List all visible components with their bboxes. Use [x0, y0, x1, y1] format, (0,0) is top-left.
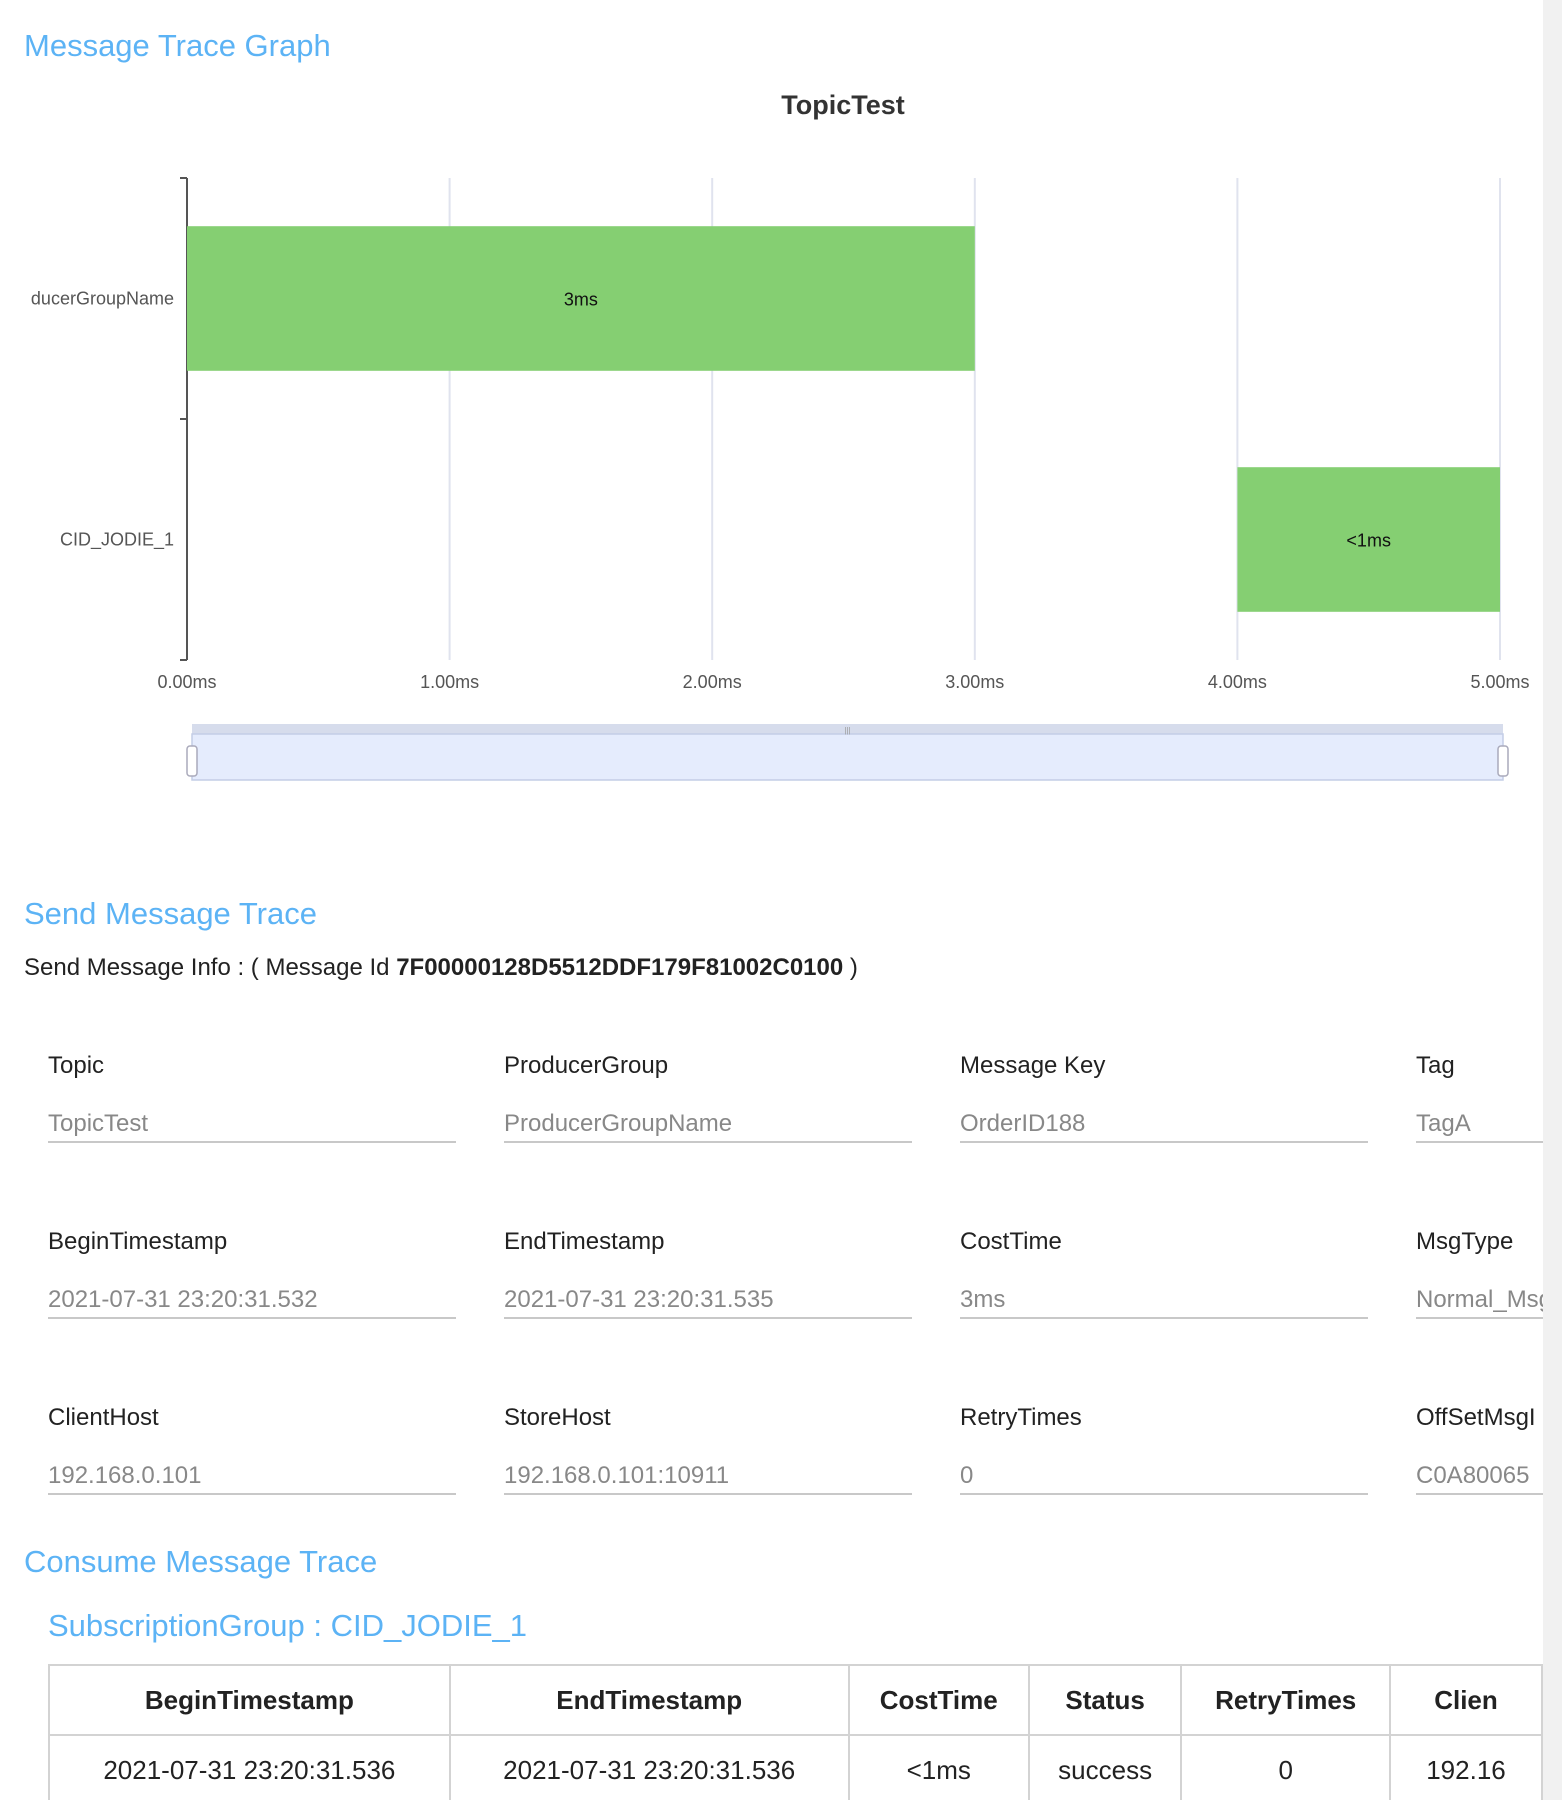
table-header-row: BeginTimestamp EndTimestamp CostTime Status… — [48, 1664, 1543, 1736]
field-clienthost: ClientHost 192.168.0.101 — [48, 1404, 456, 1495]
subscription-group-title: SubscriptionGroup : CID_JODIE_1 — [48, 1608, 527, 1643]
field-label: RetryTimes — [960, 1404, 1082, 1431]
field-topic: Topic TopicTest — [48, 1052, 456, 1143]
field-producergroup: ProducerGroup ProducerGroupName — [504, 1052, 912, 1143]
field-underline — [504, 1493, 912, 1495]
column-header: BeginTimestamp — [48, 1664, 451, 1736]
field-underline — [48, 1317, 456, 1319]
column-header: Status — [1027, 1664, 1183, 1736]
column-header: EndTimestamp — [448, 1664, 850, 1736]
field-underline — [960, 1493, 1368, 1495]
trace-chart: TopicTest 0.00ms 1.00ms 2.00ms 3.00ms 4.00ms 5… — [31, 90, 1530, 781]
consume-trace-table: BeginTimestamp EndTimestamp CostTime Status… — [48, 1664, 1543, 1800]
field-label: Topic — [48, 1052, 105, 1079]
field-underline — [960, 1141, 1368, 1143]
send-info-suffix: ) — [843, 954, 858, 981]
field-value[interactable]: 192.168.0.101 — [48, 1462, 202, 1489]
field-underline — [1416, 1141, 1543, 1143]
x-tick-label: 2.00ms — [683, 672, 742, 692]
datazoom-left-handle[interactable] — [186, 745, 198, 777]
y-category-label: CID_JODIE_1 — [60, 530, 174, 551]
field-underline — [1416, 1493, 1543, 1495]
field-value[interactable]: OrderID188 — [960, 1110, 1086, 1137]
column-header: CostTime — [847, 1664, 1030, 1736]
table-cell: 192.16 — [1388, 1734, 1543, 1800]
field-storehost: StoreHost 192.168.0.101:10911 — [504, 1404, 912, 1495]
field-underline — [48, 1493, 456, 1495]
datazoom-track — [192, 724, 1503, 734]
field-value[interactable]: ProducerGroupName — [504, 1110, 733, 1137]
message-trace-graph-heading: Message Trace Graph — [24, 28, 331, 63]
field-begintimestamp: BeginTimestamp 2021-07-31 23:20:31.532 — [48, 1228, 456, 1319]
field-costtime: CostTime 3ms — [960, 1228, 1368, 1319]
field-label: EndTimestamp — [504, 1228, 665, 1255]
field-label: MsgType — [1416, 1228, 1514, 1255]
field-retrytimes: RetryTimes 0 — [960, 1404, 1368, 1495]
field-value[interactable]: 192.168.0.101:10911 — [504, 1462, 730, 1489]
field-value[interactable]: C0A80065 — [1416, 1462, 1530, 1489]
field-underline — [1416, 1317, 1543, 1319]
field-value[interactable]: Normal_Msg — [1416, 1286, 1543, 1313]
bar-label: 3ms — [564, 290, 598, 310]
table-cell: success — [1027, 1734, 1183, 1800]
field-value[interactable]: 0 — [960, 1462, 974, 1489]
field-value[interactable]: 3ms — [960, 1286, 1006, 1313]
field-underline — [504, 1317, 912, 1319]
field-offsetmsgi: OffSetMsgI C0A80065 — [1416, 1404, 1543, 1495]
field-underline — [960, 1317, 1368, 1319]
datazoom-right-handle[interactable] — [1497, 745, 1509, 777]
field-label: BeginTimestamp — [48, 1228, 228, 1255]
bar-label: <1ms — [1346, 531, 1391, 551]
field-label: Tag — [1416, 1052, 1455, 1079]
column-header: RetryTimes — [1180, 1664, 1391, 1736]
send-message-info: Send Message Info : ( Message Id 7F00000… — [24, 954, 858, 982]
table-cell: <1ms — [847, 1734, 1030, 1800]
table-cell: 2021-07-31 23:20:31.536 — [448, 1734, 850, 1800]
y-category-label: ducerGroupName — [31, 289, 174, 309]
field-value[interactable]: TagA — [1416, 1110, 1471, 1137]
field-underline — [48, 1141, 456, 1143]
field-label: CostTime — [960, 1228, 1062, 1255]
table-row: 2021-07-31 23:20:31.536 2021-07-31 23:20:… — [48, 1734, 1543, 1800]
x-tick-label: 1.00ms — [420, 672, 479, 692]
column-header: Clien — [1388, 1664, 1543, 1736]
field-value[interactable]: 2021-07-31 23:20:31.532 — [48, 1286, 318, 1313]
field-label: ProducerGroup — [504, 1052, 669, 1079]
consume-message-trace-heading: Consume Message Trace — [24, 1544, 378, 1579]
field-value[interactable]: 2021-07-31 23:20:31.535 — [504, 1286, 774, 1313]
field-label: ClientHost — [48, 1404, 159, 1431]
send-message-trace-heading: Send Message Trace — [24, 896, 317, 931]
message-id: 7F00000128D5512DDF179F81002C0100 — [396, 954, 844, 981]
field-message-key: Message Key OrderID188 — [960, 1052, 1368, 1143]
field-msgtype: MsgType Normal_Msg — [1416, 1228, 1543, 1319]
field-label: StoreHost — [504, 1404, 611, 1431]
bar — [1237, 467, 1500, 612]
send-info-prefix: Send Message Info : ( Message Id — [24, 954, 397, 981]
datazoom-range — [191, 733, 1504, 781]
field-value[interactable]: TopicTest — [48, 1110, 149, 1137]
field-label: OffSetMsgI — [1416, 1404, 1536, 1431]
vertical-scrollbar[interactable] — [1543, 0, 1562, 1800]
field-label: Message Key — [960, 1052, 1106, 1079]
x-tick-label: 0.00ms — [157, 672, 216, 692]
chart-title: TopicTest — [781, 90, 905, 120]
table-cell: 0 — [1180, 1734, 1391, 1800]
field-underline — [504, 1141, 912, 1143]
bar — [187, 226, 975, 371]
table-cell: 2021-07-31 23:20:31.536 — [48, 1734, 451, 1800]
x-tick-label: 3.00ms — [945, 672, 1004, 692]
field-endtimestamp: EndTimestamp 2021-07-31 23:20:31.535 — [504, 1228, 912, 1319]
x-tick-label: 4.00ms — [1208, 672, 1267, 692]
datazoom-drag-grip-icon: ||| — [844, 726, 850, 735]
field-tag: Tag TagA — [1416, 1052, 1543, 1143]
x-tick-label: 5.00ms — [1470, 672, 1529, 692]
